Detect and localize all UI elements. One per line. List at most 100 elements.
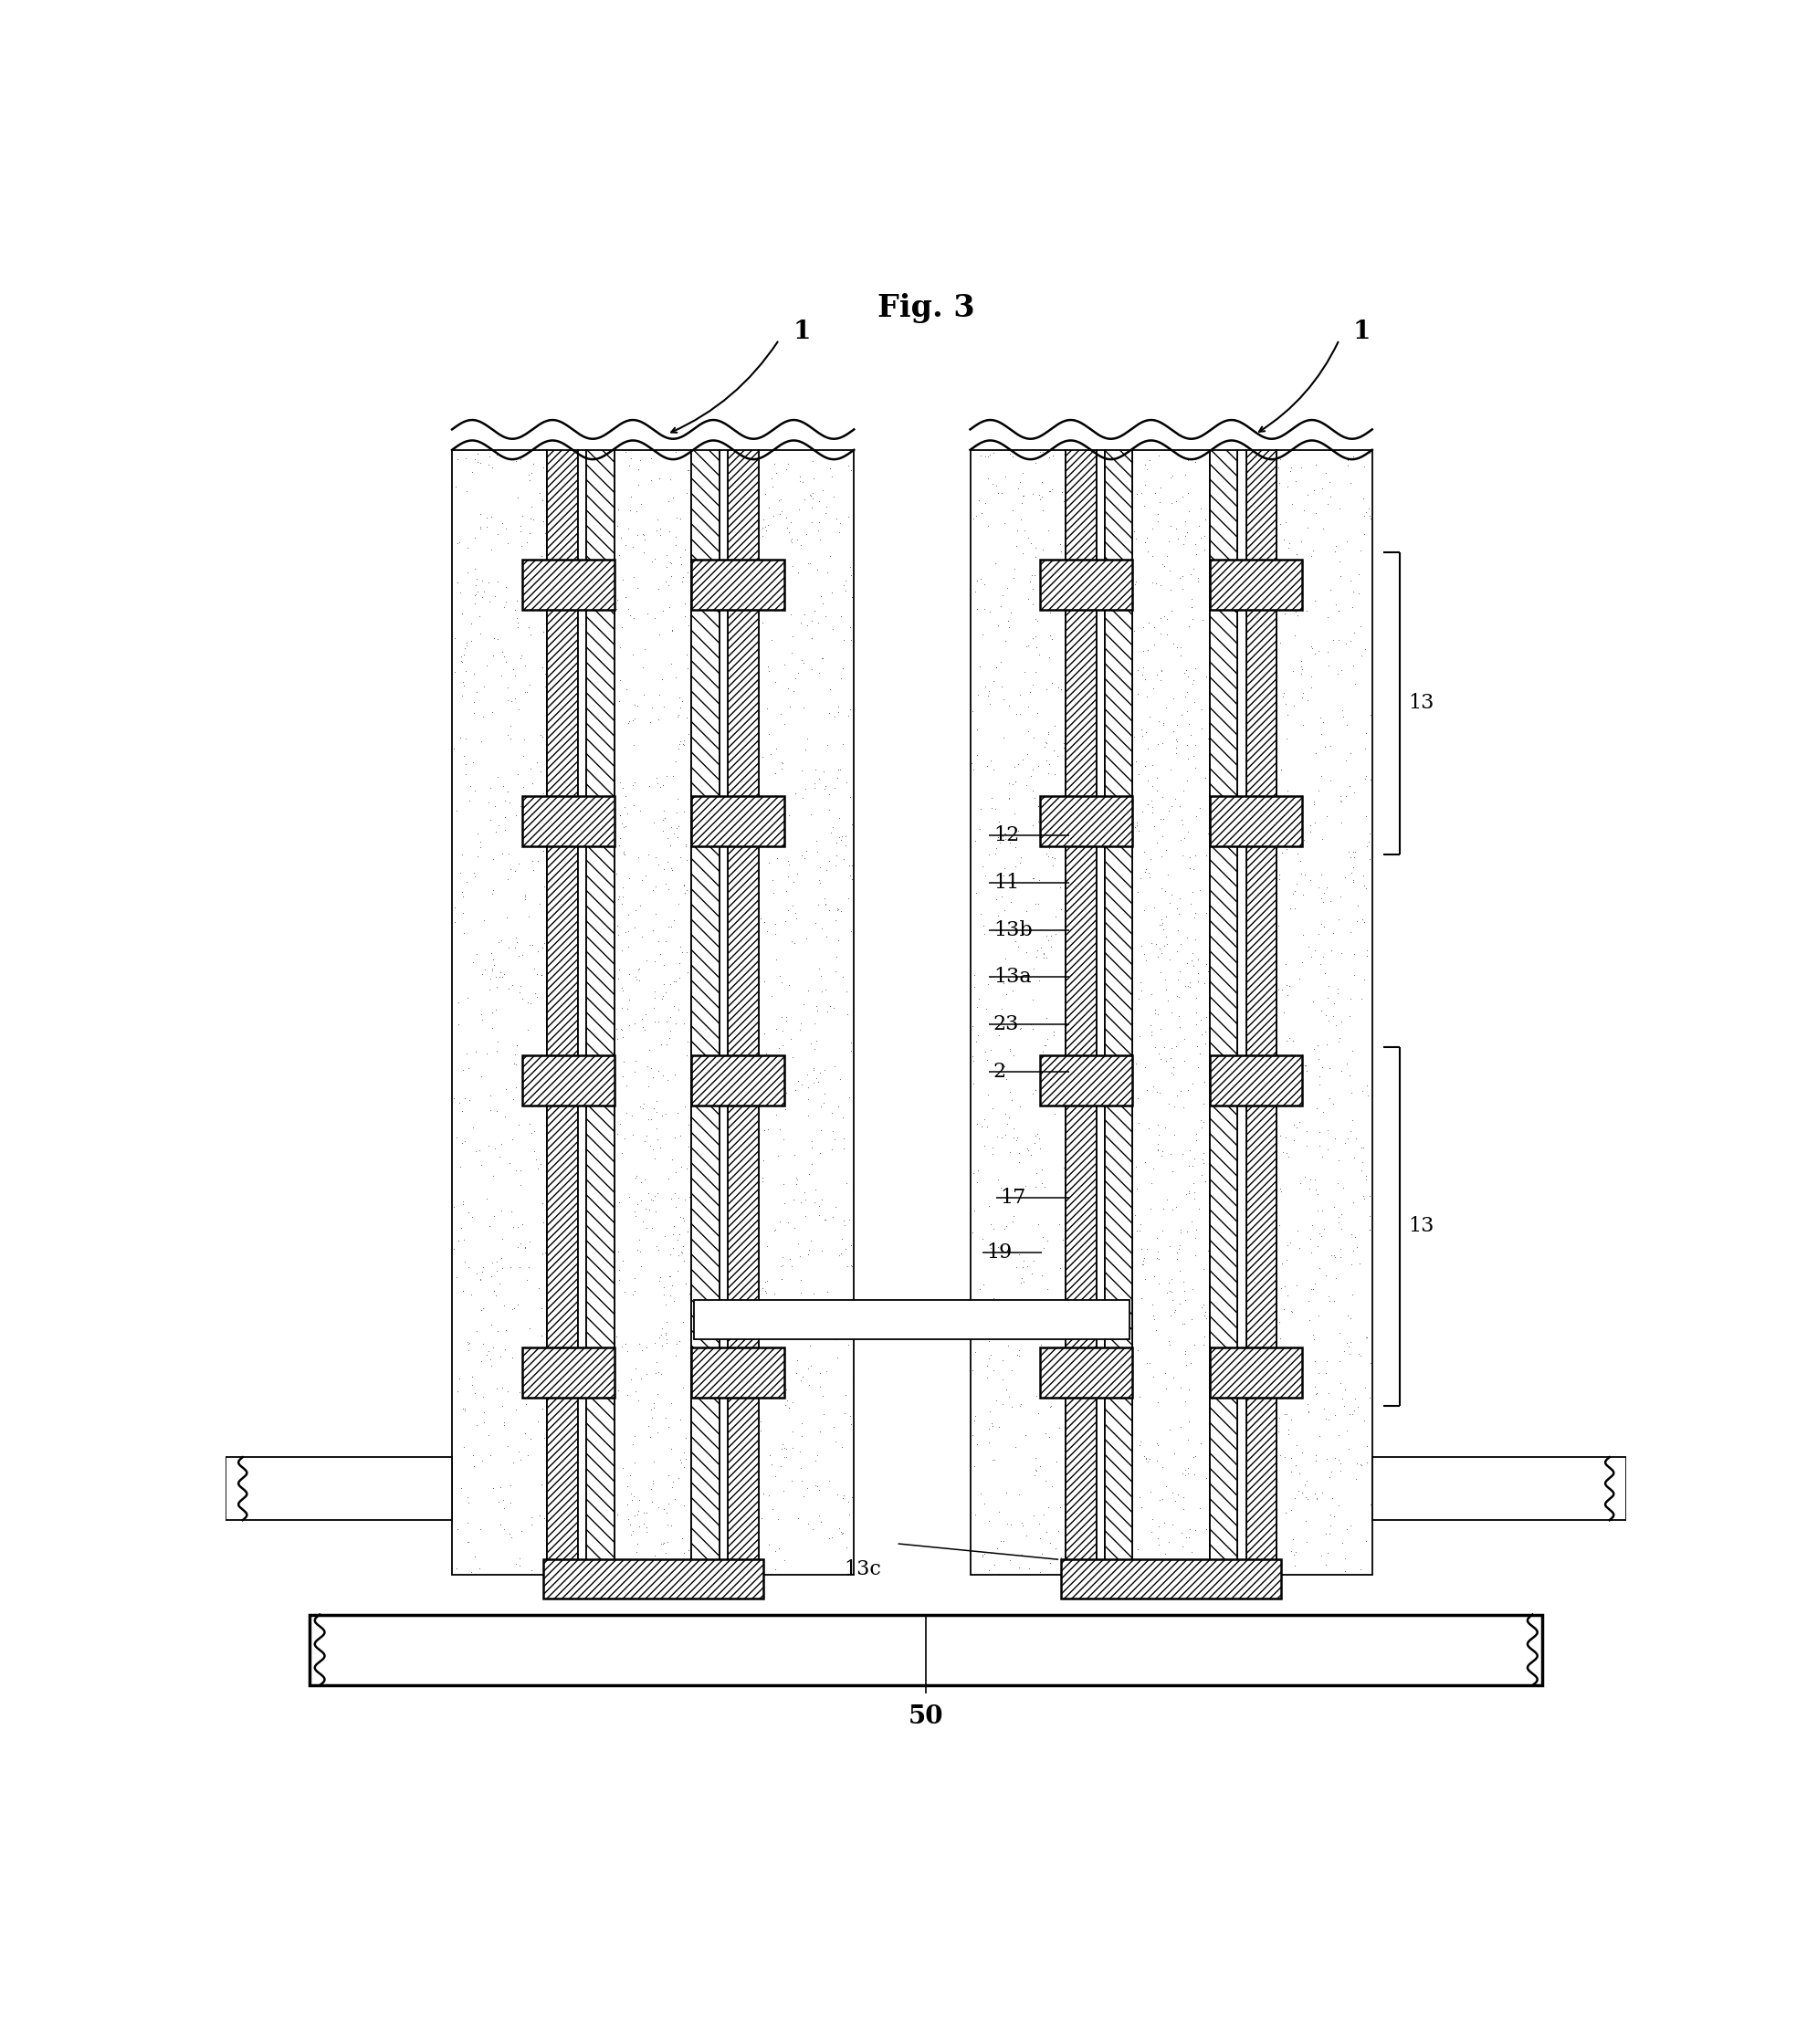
Point — [777, 1386, 806, 1419]
Point — [443, 527, 472, 560]
Point — [1028, 1302, 1057, 1335]
Point — [775, 515, 804, 548]
Point — [524, 1055, 553, 1087]
Point — [779, 867, 808, 899]
Point — [1167, 1308, 1196, 1341]
Point — [1348, 1179, 1377, 1212]
Point — [1156, 995, 1185, 1028]
Point — [522, 591, 551, 623]
Point — [1144, 1243, 1173, 1275]
Point — [1151, 1372, 1180, 1404]
Point — [1184, 957, 1212, 989]
Point — [454, 1053, 482, 1085]
Point — [607, 1012, 636, 1044]
Point — [999, 552, 1028, 585]
Point — [1182, 728, 1211, 760]
Point — [641, 1230, 670, 1263]
Point — [994, 1108, 1023, 1141]
Point — [506, 1155, 535, 1188]
Point — [670, 724, 699, 756]
Point — [620, 1044, 649, 1077]
Point — [759, 448, 788, 480]
Point — [1137, 1517, 1166, 1549]
Point — [531, 1237, 560, 1269]
Point — [466, 511, 495, 544]
Point — [1028, 435, 1057, 468]
Point — [1184, 965, 1212, 997]
Point — [649, 769, 678, 801]
Point — [1292, 1128, 1321, 1161]
Point — [1272, 689, 1301, 722]
Point — [750, 1380, 779, 1412]
Point — [611, 838, 640, 871]
Point — [1016, 1308, 1044, 1341]
Point — [1305, 1421, 1334, 1453]
Point — [649, 595, 678, 628]
Point — [649, 662, 678, 695]
Bar — [1238, 450, 1247, 1576]
Point — [1133, 1445, 1162, 1478]
Point — [1044, 811, 1073, 844]
Point — [773, 844, 802, 877]
Point — [1292, 1525, 1321, 1558]
Point — [669, 728, 698, 760]
Point — [656, 548, 685, 580]
Point — [1006, 1506, 1035, 1539]
Point — [1315, 1081, 1344, 1114]
Point — [464, 1134, 493, 1167]
Point — [501, 683, 529, 715]
Point — [1005, 1136, 1034, 1169]
Point — [490, 1100, 519, 1132]
Point — [1034, 924, 1063, 957]
Point — [1032, 1464, 1061, 1496]
Point — [611, 791, 640, 824]
Point — [1339, 1235, 1368, 1267]
Point — [1270, 507, 1299, 540]
Point — [479, 1273, 508, 1306]
Point — [1287, 681, 1315, 713]
Point — [757, 623, 786, 656]
Point — [1035, 748, 1064, 781]
Point — [638, 691, 667, 724]
Point — [1310, 877, 1339, 910]
Point — [1001, 1298, 1030, 1331]
Point — [1006, 846, 1035, 879]
Point — [1133, 634, 1162, 666]
Point — [1265, 1306, 1294, 1339]
Point — [461, 1378, 490, 1410]
Point — [526, 959, 555, 991]
Point — [627, 1361, 656, 1394]
Point — [1128, 1490, 1156, 1523]
Point — [472, 1181, 501, 1214]
Point — [1353, 1429, 1382, 1461]
Point — [808, 1304, 837, 1337]
Point — [1137, 1476, 1166, 1508]
Point — [629, 1091, 658, 1124]
Point — [804, 656, 833, 689]
Point — [793, 1083, 822, 1116]
Point — [446, 856, 475, 889]
Point — [1308, 1194, 1337, 1226]
Point — [978, 1091, 1006, 1124]
Point — [607, 1014, 636, 1047]
Point — [459, 856, 488, 889]
Point — [1335, 1000, 1364, 1032]
Point — [669, 1245, 698, 1278]
Bar — [728, 450, 759, 1576]
Point — [1305, 918, 1334, 950]
Point — [1180, 685, 1209, 717]
Point — [835, 1081, 864, 1114]
Point — [519, 854, 548, 887]
Point — [788, 1419, 817, 1451]
Point — [1046, 1541, 1075, 1574]
Point — [454, 1506, 482, 1539]
Point — [811, 771, 840, 803]
Point — [1129, 662, 1158, 695]
Point — [1166, 1233, 1194, 1265]
Point — [979, 1282, 1008, 1314]
Point — [974, 1412, 1003, 1445]
Point — [526, 1149, 555, 1181]
Point — [506, 789, 535, 822]
Point — [974, 462, 1003, 495]
Point — [1287, 525, 1315, 558]
